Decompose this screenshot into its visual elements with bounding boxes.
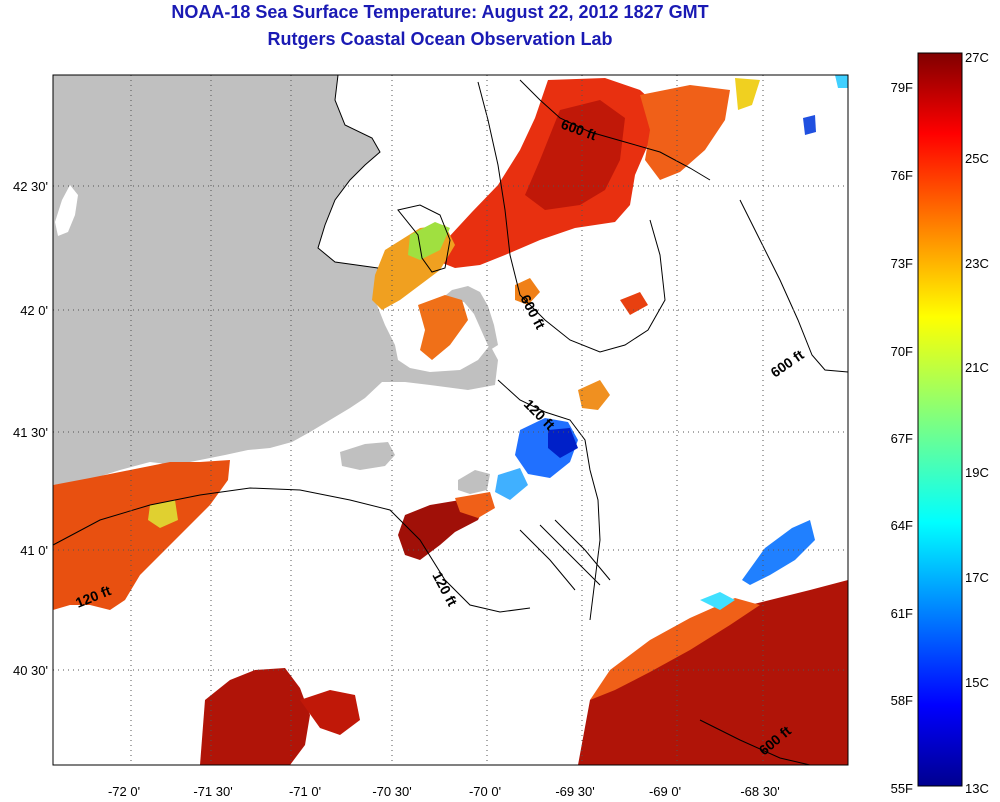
- colorbar-gradient: [917, 52, 963, 787]
- longitude-axis: -72 0' -71 30' -71 0' -70 30' -70 0' -69…: [108, 784, 780, 799]
- sst-patch-bay: [418, 295, 468, 360]
- sst-patch-south-blob: [200, 668, 310, 765]
- lat-label: 41 30': [13, 425, 48, 440]
- contour-bay-loop: [397, 204, 451, 273]
- mainland-massachusetts-rhode-island: [53, 75, 498, 485]
- colorbar: 79F 76F 73F 70F 67F 64F 61F 58F 55F 27C …: [891, 50, 989, 796]
- graticule: [53, 75, 848, 765]
- contour-coastline-outline: [317, 75, 381, 269]
- contour-600-north: [519, 79, 711, 181]
- sst-patch-southeast-cyan: [700, 592, 735, 610]
- contour-600-east: [739, 199, 848, 373]
- sst-patch-southeast-warm: [578, 580, 848, 765]
- f-label: 58F: [891, 693, 913, 708]
- c-label: 15C: [965, 675, 989, 690]
- sst-patch-georges-orange-2: [578, 380, 610, 410]
- f-label: 55F: [891, 781, 913, 796]
- nantucket: [458, 470, 490, 494]
- c-label: 17C: [965, 570, 989, 585]
- lon-label: -70 30': [372, 784, 411, 799]
- sst-patch-nantucket-warm: [398, 500, 485, 560]
- sst-patch-northeast-yellow: [735, 78, 760, 110]
- f-label: 67F: [891, 431, 913, 446]
- sst-patch-shoals-core: [548, 428, 578, 458]
- c-label: 27C: [965, 50, 989, 65]
- lon-label: -68 30': [740, 784, 779, 799]
- sst-data-layer: [53, 75, 848, 765]
- colorbar-fahrenheit-labels: 79F 76F 73F 70F 67F 64F 61F 58F 55F: [891, 80, 913, 796]
- sst-patch-mid-east: [620, 292, 648, 315]
- c-label: 25C: [965, 151, 989, 166]
- lat-label: 42 30': [13, 179, 48, 194]
- sst-patch-shoals-cyan: [495, 468, 528, 500]
- sst-patch-northeast-blue: [803, 115, 816, 135]
- f-label: 64F: [891, 518, 913, 533]
- contour-120-shelf: [53, 487, 531, 613]
- sst-patch-nantucket-edge: [455, 492, 495, 518]
- cape-cod: [440, 286, 498, 350]
- contour-120-georges: [497, 379, 601, 621]
- marthas-vineyard: [340, 442, 395, 470]
- latitude-axis: 42 30' 42 0' 41 30' 41 0' 40 30': [13, 179, 48, 678]
- sst-patch-georges-orange: [515, 278, 540, 305]
- lon-label: -70 0': [469, 784, 501, 799]
- sst-patch-northeast-cyan: [835, 75, 848, 88]
- sst-patch-northeast: [640, 85, 730, 180]
- lon-label: -69 30': [555, 784, 594, 799]
- chart-subtitle: Rutgers Coastal Ocean Observation Lab: [267, 29, 613, 49]
- f-label: 76F: [891, 168, 913, 183]
- colorbar-celsius-labels: 27C 25C 23C 21C 19C 17C 15C 13C: [965, 50, 989, 796]
- sst-patch-southeast-blue: [742, 520, 815, 585]
- map-panel: [53, 75, 848, 765]
- f-label: 61F: [891, 606, 913, 621]
- f-label: 79F: [891, 80, 913, 95]
- lon-label: -69 0': [649, 784, 681, 799]
- c-label: 21C: [965, 360, 989, 375]
- depth-contours: [53, 75, 848, 765]
- c-label: 23C: [965, 256, 989, 271]
- lat-label: 41 0': [20, 543, 48, 558]
- sst-patch-cape-ann-green: [408, 222, 450, 260]
- snow-patch: [55, 185, 78, 236]
- f-label: 73F: [891, 256, 913, 271]
- lat-label: 42 0': [20, 303, 48, 318]
- lat-label: 40 30': [13, 663, 48, 678]
- chart-title: NOAA-18 Sea Surface Temperature: August …: [171, 2, 709, 22]
- c-label: 13C: [965, 781, 989, 796]
- lon-label: -71 0': [289, 784, 321, 799]
- lon-label: -72 0': [108, 784, 140, 799]
- contour-600-shelf-break: [699, 719, 811, 765]
- f-label: 70F: [891, 344, 913, 359]
- contour-shoals-ridges: [519, 519, 611, 591]
- c-label: 19C: [965, 465, 989, 480]
- contour-600-gulf: [477, 81, 666, 353]
- sst-patch-southeast-orange: [590, 598, 760, 700]
- lon-label: -71 30': [193, 784, 232, 799]
- sst-patch-north-core: [525, 100, 625, 210]
- sst-patch-south-blob-2: [300, 690, 360, 735]
- sst-patch-southwest-yellow: [148, 500, 178, 528]
- map-frame: [52, 74, 849, 766]
